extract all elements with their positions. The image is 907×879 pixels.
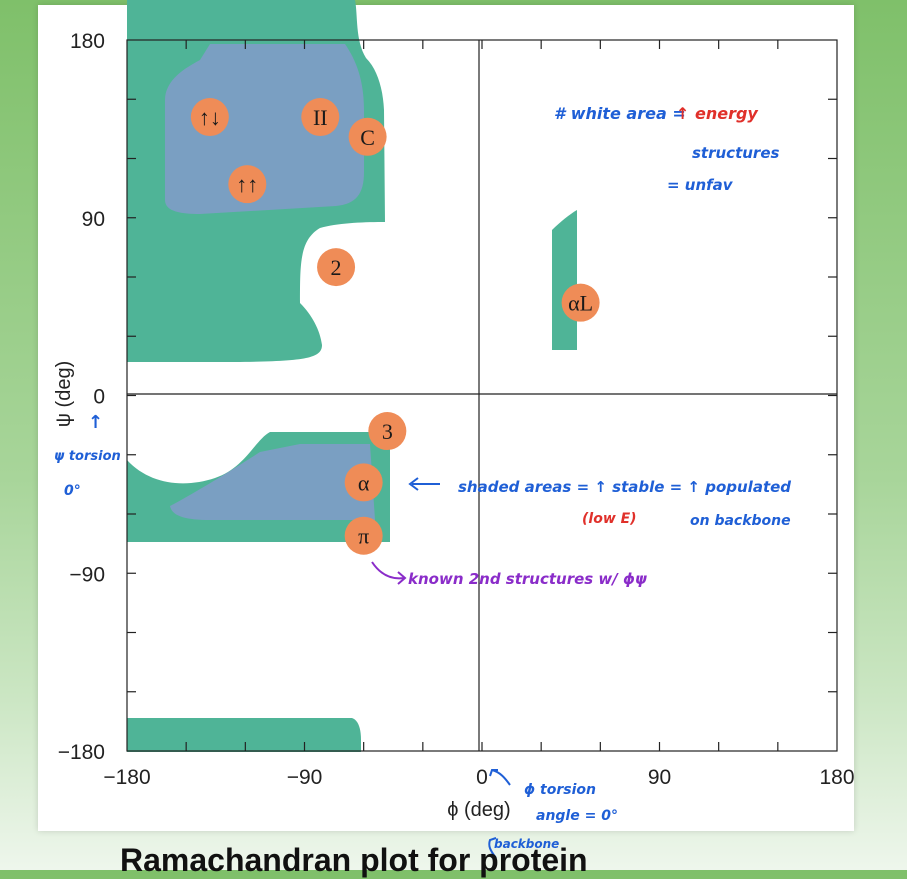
x-axis-title: ϕ (deg): [447, 799, 510, 821]
marker: α: [344, 463, 383, 502]
note-on-backbone: on backbone: [690, 513, 791, 529]
marker-circle: [368, 412, 407, 451]
marker-label: π: [358, 524, 369, 549]
region-beta-core: [165, 44, 364, 214]
marker-label: II: [313, 105, 328, 130]
y-tick-label: −90: [69, 563, 105, 586]
marker-label: αL: [568, 291, 593, 316]
note-known-structures: known 2nd structures w/ ϕψ: [408, 570, 647, 588]
note-backbone: backbone: [494, 837, 559, 851]
annotations: # white area = ↑ energy structures = unf…: [54, 104, 791, 859]
structure-markers: ↑↓ II C ↑↑ 2 αL 3 α π: [190, 98, 600, 555]
note-higher-energy: ↑ energy: [676, 104, 758, 123]
y-tick-label: 90: [82, 208, 105, 231]
marker: II: [301, 98, 340, 137]
shaded-arrow: [408, 477, 440, 491]
marker-circle: [348, 117, 387, 156]
x-tick-label: 0: [476, 766, 488, 789]
marker-label: C: [360, 125, 375, 150]
y-tick-label: 0: [93, 386, 105, 409]
marker-label: ↑↑: [236, 172, 258, 197]
y-tick-label: 180: [70, 30, 105, 53]
marker: C: [348, 117, 387, 156]
marker: αL: [561, 283, 600, 322]
known-arrow: [371, 561, 407, 585]
marker-label: α: [358, 470, 370, 495]
x-tick-label: −180: [103, 766, 150, 789]
x-tick-label: −90: [287, 766, 323, 789]
x-tick-label: 180: [819, 766, 854, 789]
marker: 2: [317, 248, 356, 287]
phi-arrow: [489, 769, 511, 786]
marker: ↑↑: [228, 165, 267, 204]
marker-circle: [344, 516, 383, 555]
marker-label: 2: [331, 255, 342, 280]
note-psi-arrow: ↑: [88, 412, 103, 433]
note-white-area: # white area =: [554, 104, 686, 123]
note-structures: structures: [692, 144, 779, 162]
marker-circle: [228, 165, 267, 204]
region-alphaL: [552, 210, 577, 350]
note-low-energy: (low E): [582, 511, 637, 527]
region-bottom-strip: [127, 718, 361, 752]
note-unfav: = unfav: [667, 176, 734, 194]
backbone-arrow: [488, 837, 497, 859]
note-phi-angle: angle = 0°: [536, 808, 618, 824]
tick-labels: −180 −90 0 90 180 180 90 0 −90 −180: [58, 30, 855, 789]
marker-label: 3: [382, 419, 393, 444]
note-psi-torsion: ψ torsion: [54, 449, 121, 464]
note-psi-zero: 0°: [64, 483, 81, 499]
marker-circle: [561, 283, 600, 322]
note-phi-torsion: ϕ torsion: [524, 782, 596, 798]
footer-caption: Ramachandran plot for protein: [120, 842, 588, 878]
marker-circle: [344, 463, 383, 502]
marker: ↑↓: [190, 98, 229, 137]
marker-circle: [301, 98, 340, 137]
tick-marks: [127, 40, 837, 751]
marker: 3: [368, 412, 407, 451]
marker-circle: [317, 248, 356, 287]
region-alpha-core: [170, 444, 375, 520]
marker: π: [344, 516, 383, 555]
note-shaded-areas: shaded areas = ↑ stable = ↑ populated: [458, 478, 791, 496]
marker-circle: [190, 98, 229, 137]
marker-label: ↑↓: [199, 105, 221, 130]
y-axis-title: ψ (deg): [53, 361, 75, 428]
y-tick-label: −180: [58, 741, 105, 764]
x-tick-label: 90: [648, 766, 671, 789]
